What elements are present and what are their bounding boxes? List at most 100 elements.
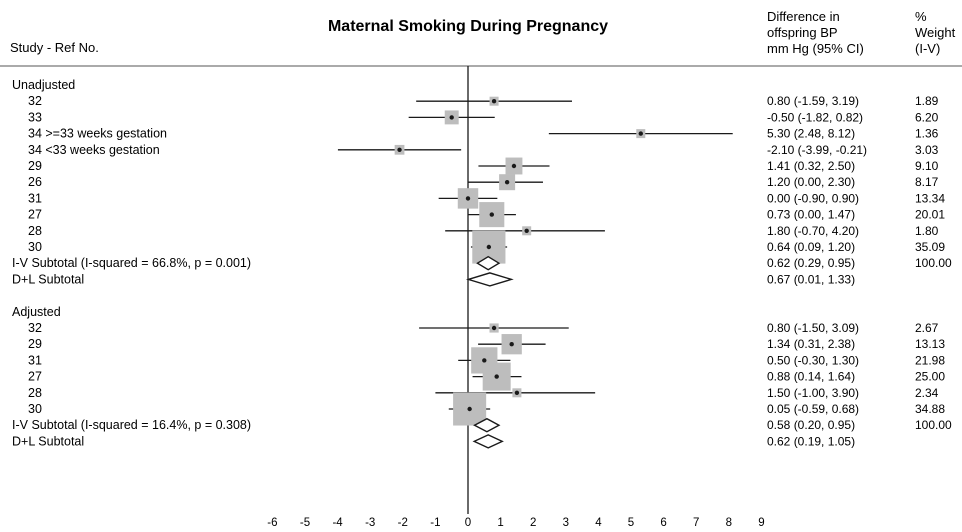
weight-value: 6.20: [915, 110, 939, 124]
effect-header-line-1: Difference in: [767, 9, 840, 24]
point-estimate: [465, 196, 471, 201]
study-column-header: Study - Ref No.: [10, 40, 99, 55]
effect-ci-text: 1.50 (-1.00, 3.90): [767, 386, 859, 400]
x-tick-label: -6: [267, 517, 277, 529]
effect-ci-text: 0.73 (0.00, 1.47): [767, 208, 855, 222]
subtotal-diamond: [476, 255, 501, 271]
weight-header-line-2: Weight: [915, 25, 956, 40]
subtotal-weight: 100.00: [915, 256, 952, 270]
weight-value: 9.10: [915, 159, 939, 173]
effect-ci-text: 0.80 (-1.50, 3.09): [767, 321, 859, 335]
effect-ci-text: 0.88 (0.14, 1.64): [767, 370, 855, 384]
study-label: 32: [28, 321, 42, 335]
effect-ci-text: 1.80 (-0.70, 4.20): [767, 224, 859, 238]
study-label: 31: [28, 191, 42, 205]
weight-value: 25.00: [915, 370, 945, 384]
point-estimate: [491, 325, 497, 331]
subtotal-diamond: [472, 434, 504, 449]
effect-header-line-3: mm Hg (95% CI): [767, 41, 864, 56]
point-estimate: [486, 244, 492, 250]
subtotal-label: I-V Subtotal (I-squared = 16.4%, p = 0.3…: [12, 418, 251, 432]
study-label: 26: [28, 175, 42, 189]
weight-value: 2.34: [915, 386, 939, 400]
subtotal-label: I-V Subtotal (I-squared = 66.8%, p = 0.0…: [12, 256, 251, 270]
study-label: 32: [28, 94, 42, 108]
study-label: 27: [28, 370, 42, 384]
weight-value: 1.89: [915, 94, 939, 108]
weight-header-line-3: (I-V): [915, 41, 940, 56]
weight-value: 13.34: [915, 191, 945, 205]
effect-ci-text: -2.10 (-3.99, -0.21): [767, 143, 867, 157]
study-label: 30: [28, 240, 42, 254]
subtotal-diamond: [465, 272, 514, 287]
effect-ci-text: 0.05 (-0.59, 0.68): [767, 402, 859, 416]
effect-ci-text: 1.20 (0.00, 2.30): [767, 175, 855, 189]
x-tick-label: 7: [693, 517, 699, 529]
weight-value: 34.88: [915, 402, 945, 416]
study-label: 30: [28, 402, 42, 416]
study-label: 28: [28, 386, 42, 400]
effect-ci-text: 1.41 (0.32, 2.50): [767, 159, 855, 173]
x-tick-label: -4: [332, 517, 343, 529]
effect-ci-text: 1.34 (0.31, 2.38): [767, 337, 855, 351]
weight-value: 35.09: [915, 240, 945, 254]
x-tick-label: -1: [430, 517, 440, 529]
subtotal-ci-text: 0.67 (0.01, 1.33): [767, 272, 855, 286]
study-label: 34 >=33 weeks gestation: [28, 127, 167, 141]
study-label: 29: [28, 159, 42, 173]
x-tick-label: -2: [398, 517, 408, 529]
point-estimate: [504, 180, 510, 185]
study-label: 29: [28, 337, 42, 351]
x-tick-label: -5: [300, 517, 310, 529]
study-label: 27: [28, 208, 42, 222]
x-tick-label: 6: [660, 517, 666, 529]
x-tick-label: 0: [465, 517, 471, 529]
x-tick-label: 5: [628, 517, 634, 529]
subtotal-label: D+L Subtotal: [12, 272, 84, 286]
weight-value: 1.80: [915, 224, 939, 238]
effect-ci-text: 0.64 (0.09, 1.20): [767, 240, 855, 254]
point-estimate: [482, 358, 487, 363]
subtotal-ci-text: 0.62 (0.29, 0.95): [767, 256, 855, 270]
weight-value: 20.01: [915, 208, 945, 222]
point-estimate: [638, 131, 643, 136]
study-label: 28: [28, 224, 42, 238]
subtotal-ci-text: 0.58 (0.20, 0.95): [767, 418, 855, 432]
subtotal-ci-text: 0.62 (0.19, 1.05): [767, 434, 855, 448]
point-estimate: [449, 115, 454, 120]
point-estimate: [524, 228, 529, 233]
point-estimate: [514, 390, 520, 395]
subtotal-weight: 100.00: [915, 418, 952, 432]
x-tick-label: 3: [563, 517, 569, 529]
point-estimate: [489, 212, 494, 217]
effect-ci-text: 0.00 (-0.90, 0.90): [767, 191, 859, 205]
x-tick-label: 4: [595, 517, 602, 529]
weight-value: 8.17: [915, 175, 939, 189]
group-label: Adjusted: [12, 305, 61, 319]
x-tick-label: 1: [497, 517, 503, 529]
x-tick-label: 2: [530, 517, 536, 529]
x-tick-label: -3: [365, 517, 375, 529]
point-estimate: [467, 406, 472, 412]
study-label: 34 <33 weeks gestation: [28, 143, 160, 157]
x-tick-label: 8: [726, 517, 732, 529]
subtotal-label: D+L Subtotal: [12, 434, 84, 448]
group-label: Unadjusted: [12, 78, 75, 92]
weight-value: 2.67: [915, 321, 939, 335]
weight-header-line-1: %: [915, 9, 927, 24]
point-estimate: [509, 342, 514, 347]
effect-ci-text: 5.30 (2.48, 8.12): [767, 127, 855, 141]
weight-value: 3.03: [915, 143, 939, 157]
point-estimate: [494, 374, 499, 379]
weight-value: 21.98: [915, 353, 945, 367]
point-estimate: [491, 99, 497, 104]
effect-ci-text: 0.80 (-1.59, 3.19): [767, 94, 859, 108]
effect-ci-text: 0.50 (-0.30, 1.30): [767, 353, 859, 367]
study-label: 31: [28, 353, 42, 367]
x-tick-label: 9: [758, 517, 764, 529]
weight-value: 13.13: [915, 337, 945, 351]
effect-header-line-2: offspring BP: [767, 25, 838, 40]
weight-value: 1.36: [915, 127, 939, 141]
point-estimate: [511, 163, 517, 169]
